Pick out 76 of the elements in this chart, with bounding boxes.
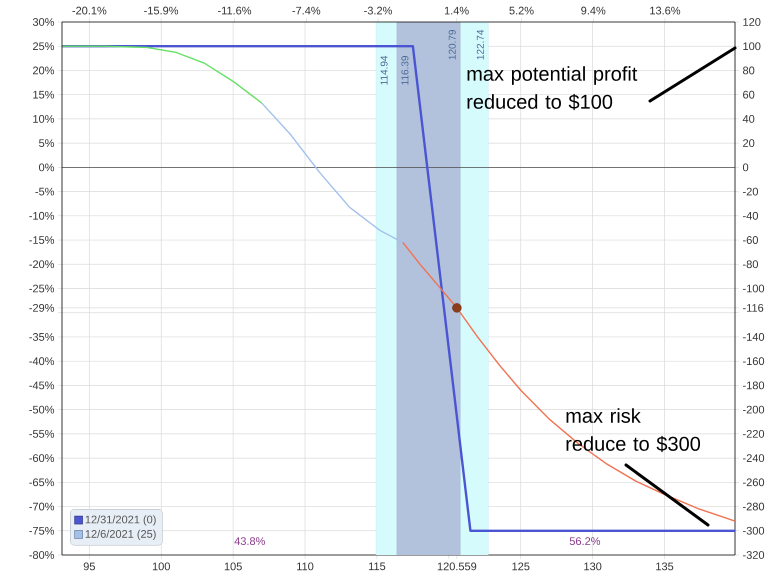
x-tick-label: 115	[369, 562, 386, 570]
y2-tick-label: 40	[742, 115, 754, 123]
x-tick-label: 125	[512, 562, 530, 570]
y-tick-label: -40%	[29, 357, 54, 366]
annotation: 56.2%	[570, 537, 600, 546]
x2-tick-label: 5.2%	[509, 6, 534, 14]
x-tick-label: 105	[224, 562, 242, 570]
y-tick-label: 10%	[33, 115, 54, 123]
y2-tick-label: -60	[743, 236, 758, 244]
legend-label: 12/6/2021 (25)	[86, 530, 156, 540]
y2-tick-label: -280	[743, 502, 764, 510]
x2-tick-label: -15.9%	[144, 6, 178, 14]
y-tick-label: -60%	[29, 454, 54, 462]
x2-tick-label: 13.6%	[650, 6, 680, 14]
x-tick-label: 120.559	[438, 562, 476, 570]
ref-line-label: 120.79	[448, 30, 456, 60]
y2-tick-label: -300	[743, 526, 764, 535]
y2-tick-label: 80	[743, 66, 754, 74]
y-tick-label: -10%	[29, 212, 54, 220]
y-tick-label: -20%	[29, 260, 54, 268]
x-tick-label: 130	[584, 562, 602, 570]
y2-tick-label: -40	[743, 212, 758, 220]
y-tick-label: -29%	[29, 304, 54, 312]
ref-line-label: 114.94	[380, 56, 388, 85]
y-tick-label: -65%	[29, 478, 54, 486]
legend-label: 12/31/2021 (0)	[86, 515, 156, 526]
y-tick-label: 20%	[33, 66, 54, 74]
line-series	[402, 242, 736, 522]
y2-tick-label: -116	[743, 304, 764, 312]
y2-tick-label: -240	[743, 454, 764, 462]
x-tick-label: 100	[152, 562, 170, 570]
y-tick-label: 15%	[33, 90, 54, 99]
y-tick-label: -15%	[29, 236, 54, 244]
x2-tick-label: -20.1%	[72, 6, 106, 14]
y-tick-label: 25%	[33, 42, 54, 50]
y-tick-label: -25%	[29, 284, 54, 292]
line-series	[261, 102, 404, 244]
y-tick-label: -75%	[29, 526, 54, 535]
x2-tick-label: -7.4%	[292, 6, 320, 14]
y2-tick-label: -160	[743, 357, 764, 366]
y2-tick-label: -260	[743, 478, 764, 486]
annotation: max potential profit reduced to $100	[468, 66, 638, 110]
y-tick-label: 5%	[39, 139, 54, 148]
y2-tick-label: -180	[743, 382, 764, 390]
y2-tick-label: -100	[743, 284, 764, 292]
y-tick-label: -55%	[29, 430, 54, 438]
y2-tick-label: 120	[743, 18, 760, 26]
x2-tick-label: -11.6%	[218, 6, 252, 14]
y-tick-label: -45%	[29, 382, 54, 390]
y-tick-label: -70%	[29, 502, 54, 510]
x2-tick-label: 9.4%	[581, 6, 606, 14]
y2-tick-label: 60	[743, 90, 754, 99]
y2-tick-label: -80	[743, 260, 758, 268]
y2-tick-label: -220	[743, 430, 764, 438]
y2-tick-label: 100	[743, 42, 760, 50]
y2-tick-label: -200	[743, 406, 764, 414]
annotation: 43.8%	[234, 537, 265, 546]
x-tick-label: 110	[297, 562, 314, 570]
y2-tick-label: -20	[743, 188, 758, 196]
y2-tick-label: 0	[742, 163, 748, 172]
y-tick-label: -35%	[29, 333, 54, 341]
x2-tick-label: -3.2%	[364, 6, 392, 14]
line-series	[62, 46, 263, 104]
y-tick-label: 30%	[32, 18, 54, 26]
y2-tick-label: -320	[743, 551, 764, 559]
ref-line-label: 116.39	[401, 56, 408, 85]
y2-tick-label: 20	[743, 139, 754, 148]
y-tick-label: -80%	[29, 551, 54, 559]
y-tick-label: -5%	[35, 188, 54, 196]
ref-line-label: 122.74	[476, 30, 484, 60]
x-tick-label: 135	[656, 562, 674, 570]
x2-tick-label: 1.4%	[444, 6, 469, 14]
y2-tick-label: -140	[743, 333, 764, 341]
y-tick-label: -50%	[29, 406, 54, 414]
x-tick-label: 95	[84, 562, 95, 570]
y-tick-label: 0%	[39, 163, 54, 172]
